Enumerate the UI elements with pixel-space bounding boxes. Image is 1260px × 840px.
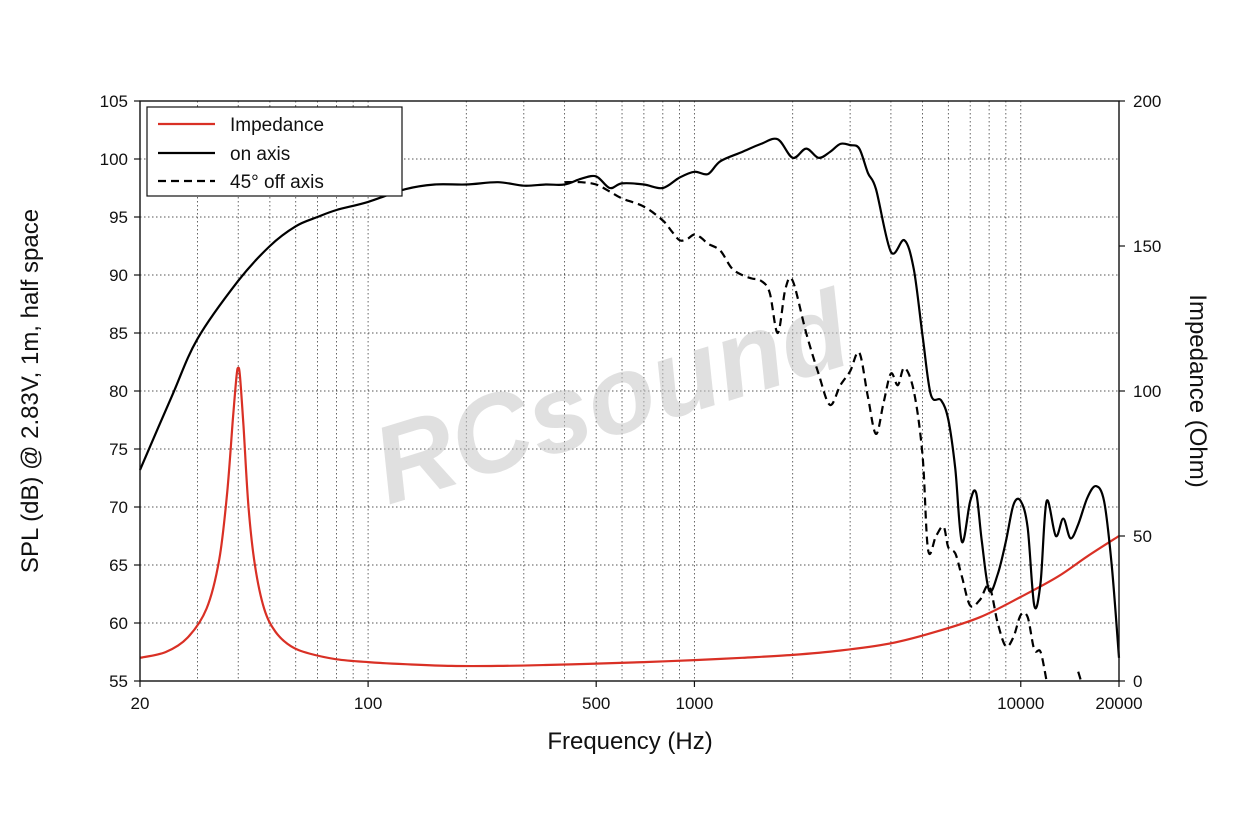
series-on-axis xyxy=(138,137,1121,658)
x-tick-label: 500 xyxy=(582,694,610,713)
y2-tick-label: 50 xyxy=(1133,527,1152,546)
legend: Impedance on axis 45° off axis xyxy=(146,106,403,197)
y2-tick-label: 0 xyxy=(1133,672,1142,691)
y-tick-label: 75 xyxy=(109,440,128,459)
watermark-logo: RCsound xyxy=(359,267,865,528)
x-tick-label: 20 xyxy=(131,694,150,713)
y-tick-label: 70 xyxy=(109,498,128,517)
x-tick-label: 100 xyxy=(354,694,382,713)
y-axis-title: SPL (dB) @ 2.83V, 1m, half space xyxy=(17,209,44,573)
y-tick-label: 65 xyxy=(109,556,128,575)
legend-label-impedance: Impedance xyxy=(230,115,324,136)
y-tick-label: 90 xyxy=(109,266,128,285)
grid-layer xyxy=(140,101,1119,681)
x-axis-title: Frequency (Hz) xyxy=(547,728,712,755)
y-tick-label: 85 xyxy=(109,324,128,343)
y2-tick-label: 200 xyxy=(1133,92,1161,111)
legend-label-off-axis: 45° off axis xyxy=(230,172,324,193)
tick-layer: 20 100 500 1000 10000 20000556065707580859095… xyxy=(100,92,1162,713)
y-tick-label: 55 xyxy=(109,672,128,691)
series-off-axis-fragment xyxy=(1077,671,1083,682)
series-impedance xyxy=(139,366,1120,668)
y-tick-label: 105 xyxy=(100,92,128,111)
y2-tick-label: 100 xyxy=(1133,382,1161,401)
series-layer xyxy=(138,137,1121,682)
series-45-off-axis xyxy=(564,180,1048,682)
y-tick-label: 60 xyxy=(109,614,128,633)
y-tick-label: 80 xyxy=(109,382,128,401)
x-tick-label: 20000 xyxy=(1095,694,1142,713)
x-tick-label: 1000 xyxy=(676,694,714,713)
y-tick-label: 95 xyxy=(109,208,128,227)
y2-axis-title: Impedance (Ohm) xyxy=(1184,294,1211,487)
y2-tick-label: 150 xyxy=(1133,237,1161,256)
legend-label-on-axis: on axis xyxy=(230,144,290,165)
x-tick-label: 10000 xyxy=(997,694,1044,713)
y-tick-label: 100 xyxy=(100,150,128,169)
